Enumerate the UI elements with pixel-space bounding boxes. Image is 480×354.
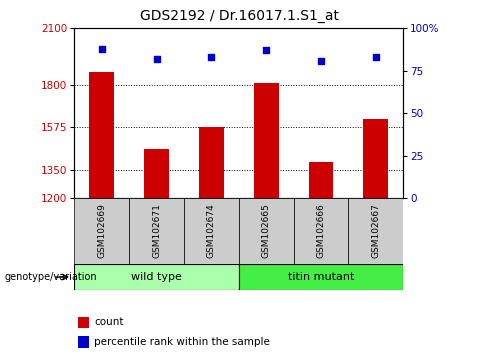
Text: wild type: wild type — [131, 272, 182, 282]
Text: GSM102671: GSM102671 — [152, 204, 161, 258]
Bar — [78, 336, 89, 348]
Bar — [129, 198, 184, 264]
Bar — [239, 264, 403, 290]
Text: GSM102665: GSM102665 — [262, 204, 271, 258]
Bar — [254, 83, 278, 198]
Bar — [294, 198, 348, 264]
Point — [153, 56, 160, 62]
Text: GSM102674: GSM102674 — [207, 204, 216, 258]
Text: GSM102666: GSM102666 — [316, 204, 325, 258]
Text: percentile rank within the sample: percentile rank within the sample — [94, 337, 270, 347]
Text: GDS2192 / Dr.16017.1.S1_at: GDS2192 / Dr.16017.1.S1_at — [141, 9, 339, 23]
Point — [317, 58, 325, 63]
Point — [98, 46, 106, 52]
Bar — [74, 264, 239, 290]
Bar — [348, 198, 403, 264]
Point — [263, 47, 270, 53]
Bar — [184, 198, 239, 264]
Bar — [89, 72, 114, 198]
Point — [372, 55, 380, 60]
Bar — [239, 198, 294, 264]
Bar — [309, 162, 333, 198]
Text: count: count — [94, 318, 124, 327]
Bar — [199, 127, 224, 198]
Bar — [74, 198, 129, 264]
Text: titin mutant: titin mutant — [288, 272, 354, 282]
Bar — [144, 149, 169, 198]
Bar — [363, 119, 388, 198]
Text: GSM102669: GSM102669 — [97, 204, 106, 258]
Point — [207, 55, 215, 60]
Text: genotype/variation: genotype/variation — [5, 272, 97, 282]
Bar — [78, 316, 89, 328]
Text: GSM102667: GSM102667 — [372, 204, 380, 258]
